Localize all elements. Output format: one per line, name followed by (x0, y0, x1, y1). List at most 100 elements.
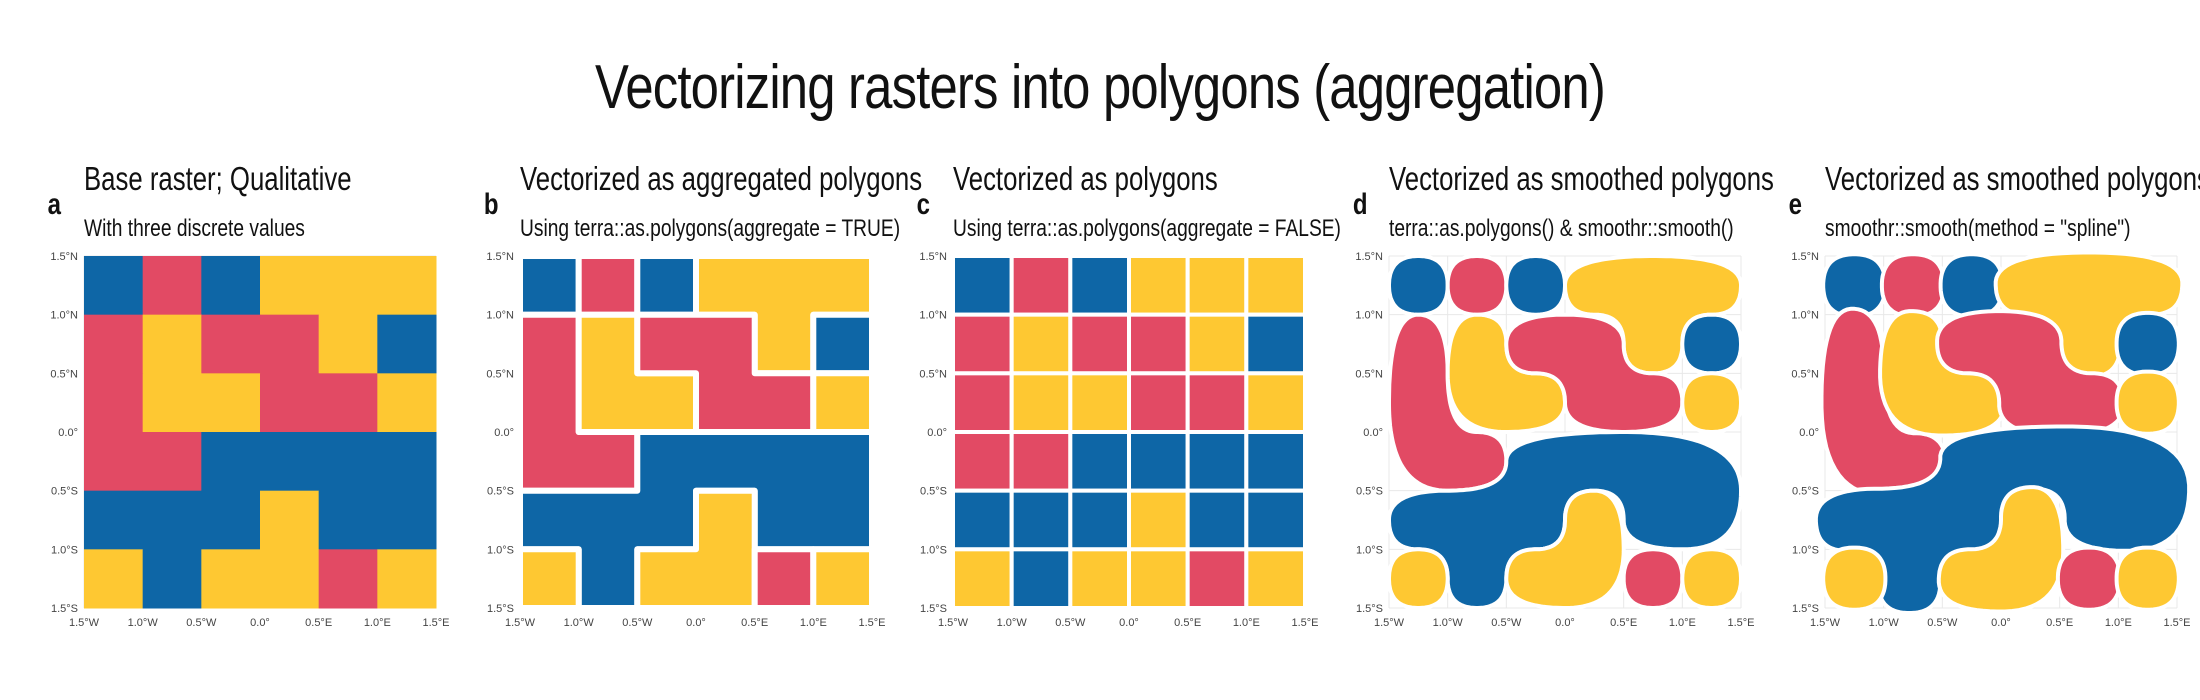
region-polygon (517, 253, 582, 318)
raster-cell (260, 432, 320, 492)
cell-polygon (1244, 488, 1308, 552)
map-features (84, 256, 437, 609)
raster-cell (84, 256, 144, 316)
cell-polygon (1185, 488, 1249, 552)
cell-polygon (1244, 371, 1308, 435)
panel-a: a Base raster; Qualitative With three di… (48, 160, 514, 640)
cell-polygon (1068, 254, 1131, 317)
map-raster: 1.5°W 1.0°W 0.5°W 0.0° 0.5°E 1.0°E 1.5°E 1.5°N 1… (50, 251, 449, 629)
cell-polygon (1244, 430, 1308, 493)
x-tick-label: 1.0°W (1869, 617, 1900, 629)
y-tick-label: 1.0°N (1791, 310, 1819, 322)
cell-polygon (951, 371, 1014, 435)
y-tick-label: 1.0°S (51, 544, 78, 556)
cell-polygon (1068, 547, 1131, 611)
map-smoothed: 1.5°W 1.0°W 0.5°W 0.0° 0.5°E 1.0°E 1.5°E 1.5°N 1… (1355, 251, 1754, 629)
region-polygon (2114, 369, 2181, 436)
y-tick-label: 1.0°N (919, 310, 947, 322)
y-tick-label: 0.0° (494, 427, 514, 439)
map-features (1387, 254, 1743, 610)
panel-subtitle: terra::as.polygons() & smoothr::smooth() (1389, 215, 1734, 242)
cell-polygon (1127, 371, 1190, 435)
x-tick-label: 0.5°W (1055, 617, 1086, 629)
raster-cell (84, 432, 144, 492)
x-tick-label: 0.5°E (2046, 617, 2073, 629)
y-tick-label: 1.0°N (486, 310, 514, 322)
x-tick-label: 1.0°E (2105, 617, 2132, 629)
raster-cell (201, 549, 261, 609)
cell-polygon (1009, 488, 1073, 552)
panel-subtitle: With three discrete values (84, 215, 305, 242)
panel-subtitle: smoothr::smooth(method = "spline") (1825, 215, 2131, 242)
x-tick-label: 0.5°E (741, 617, 768, 629)
x-tick-label: 1.5°E (858, 617, 885, 629)
map-features (1813, 250, 2192, 615)
panel-d: d Vectorized as smoothed polygons terra:… (1353, 160, 1819, 640)
cell-polygon (1185, 547, 1249, 611)
y-tick-label: 0.5°S (1792, 486, 1819, 498)
raster-cell (260, 490, 320, 550)
x-tick-label: 1.0°E (1669, 617, 1696, 629)
cell-polygon (1244, 254, 1308, 317)
raster-cell (84, 314, 144, 374)
cell-polygon (951, 547, 1014, 611)
panel-tag: b (483, 188, 499, 221)
raster-cell (201, 373, 261, 433)
x-tick-label: 1.5°W (1810, 617, 1841, 629)
x-tick-label: 0.0° (686, 617, 706, 629)
panel-subtitle: Using terra::as.polygons(aggregate = TRU… (520, 215, 901, 242)
y-tick-label: 1.0°S (487, 544, 514, 556)
cell-polygon (1127, 547, 1190, 611)
raster-cell (201, 256, 261, 316)
x-tick-label: 1.5°E (1727, 617, 1754, 629)
x-tick-label: 0.5°E (305, 617, 332, 629)
cell-polygon (1068, 488, 1131, 552)
cell-polygon (1127, 254, 1190, 317)
x-tick-label: 1.5°E (1291, 617, 1318, 629)
x-tick-label: 0.5°W (1927, 617, 1958, 629)
panel-b: b Vectorized as aggregated polygons Usin… (484, 160, 950, 640)
y-tick-label: 0.5°S (1356, 486, 1383, 498)
region-polygon (1680, 312, 1743, 376)
region-polygon (1938, 252, 2005, 319)
region-polygon (1387, 547, 1450, 610)
panel-title: Vectorized as smoothed polygons (1825, 160, 2200, 197)
cell-polygon (1009, 547, 1073, 611)
raster-cell (377, 256, 437, 316)
raster-cell (142, 432, 202, 492)
map-features (951, 254, 1308, 611)
cell-polygon (1068, 430, 1131, 493)
region-polygon (1504, 254, 1567, 317)
x-tick-label: 1.5°W (938, 617, 969, 629)
y-tick-label: 0.0° (58, 427, 78, 439)
cell-polygon (951, 430, 1014, 493)
raster-cell (318, 373, 378, 433)
y-tick-label: 1.5°N (1355, 251, 1383, 263)
raster-cell (377, 314, 437, 374)
raster-cell (377, 490, 437, 550)
y-tick-label: 1.5°N (486, 251, 514, 263)
panel-tag: a (47, 188, 62, 221)
x-tick-label: 0.5°E (1174, 617, 1201, 629)
x-tick-label: 1.5°E (422, 617, 449, 629)
cell-polygon (1127, 312, 1190, 376)
y-tick-label: 0.0° (1799, 427, 1819, 439)
region-polygon (517, 546, 582, 611)
raster-cell (260, 256, 320, 316)
raster-cell (260, 314, 320, 374)
cell-polygon (1244, 312, 1308, 376)
raster-cell (377, 432, 437, 492)
raster-cell (260, 373, 320, 433)
y-tick-label: 1.5°S (487, 603, 514, 615)
y-tick-label: 0.5°N (1791, 368, 1819, 380)
raster-cell (318, 314, 378, 374)
y-tick-label: 1.5°S (1792, 603, 1819, 615)
y-tick-label: 1.0°N (50, 310, 78, 322)
panel-c: c Vectorized as polygons Using terra::as… (917, 160, 1383, 640)
y-tick-label: 0.5°N (1355, 368, 1383, 380)
cell-polygon (1127, 488, 1190, 552)
y-tick-label: 1.0°S (920, 544, 947, 556)
cell-polygon (1127, 430, 1190, 493)
raster-cell (142, 314, 202, 374)
raster-cell (201, 314, 261, 374)
